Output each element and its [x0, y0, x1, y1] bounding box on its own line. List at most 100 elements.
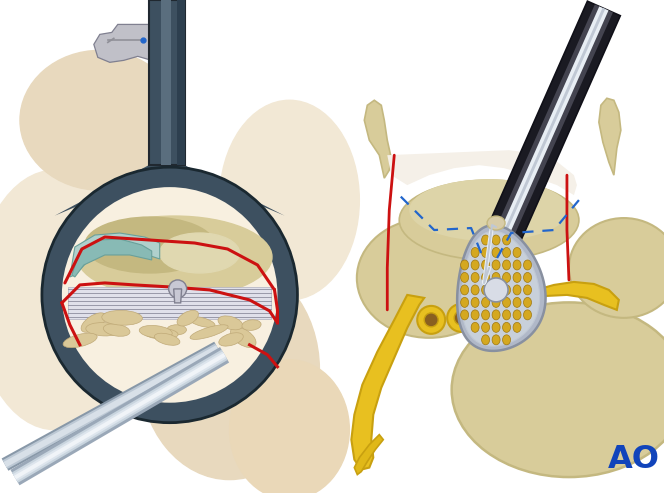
Ellipse shape [461, 310, 469, 320]
Ellipse shape [513, 247, 521, 257]
Polygon shape [354, 435, 383, 475]
Ellipse shape [481, 285, 489, 295]
Ellipse shape [513, 273, 521, 282]
Ellipse shape [219, 100, 359, 300]
Ellipse shape [492, 310, 500, 320]
Polygon shape [1, 342, 221, 471]
Circle shape [417, 306, 445, 334]
Polygon shape [68, 287, 271, 319]
Ellipse shape [513, 322, 521, 332]
Polygon shape [480, 4, 613, 272]
Circle shape [484, 278, 508, 302]
Ellipse shape [231, 327, 256, 348]
Polygon shape [3, 344, 220, 469]
Ellipse shape [218, 316, 243, 330]
Ellipse shape [481, 297, 489, 308]
Ellipse shape [461, 285, 469, 295]
Ellipse shape [471, 273, 479, 282]
Ellipse shape [503, 235, 511, 245]
Ellipse shape [481, 260, 489, 270]
Ellipse shape [177, 311, 198, 326]
Ellipse shape [63, 333, 97, 348]
Ellipse shape [399, 180, 579, 260]
Ellipse shape [409, 179, 569, 241]
Polygon shape [161, 0, 171, 165]
Ellipse shape [492, 322, 500, 332]
Ellipse shape [242, 320, 261, 330]
Ellipse shape [503, 297, 511, 308]
Ellipse shape [513, 260, 521, 270]
Ellipse shape [481, 235, 489, 245]
Polygon shape [473, 1, 620, 275]
Ellipse shape [471, 322, 479, 332]
Ellipse shape [0, 170, 135, 430]
Ellipse shape [471, 297, 479, 308]
Ellipse shape [229, 360, 349, 493]
Polygon shape [13, 352, 227, 481]
Polygon shape [72, 239, 152, 277]
Circle shape [62, 187, 277, 403]
Ellipse shape [492, 260, 500, 270]
Ellipse shape [140, 260, 319, 480]
Ellipse shape [503, 310, 511, 320]
Polygon shape [599, 98, 621, 175]
Ellipse shape [503, 335, 511, 345]
Polygon shape [12, 350, 227, 483]
Ellipse shape [503, 247, 511, 257]
Ellipse shape [81, 313, 106, 332]
Ellipse shape [481, 322, 489, 332]
Ellipse shape [102, 311, 142, 325]
Ellipse shape [523, 297, 531, 308]
Circle shape [454, 311, 468, 325]
Ellipse shape [86, 322, 122, 336]
Circle shape [42, 167, 297, 423]
Polygon shape [485, 6, 608, 270]
Ellipse shape [492, 297, 500, 308]
Ellipse shape [20, 50, 180, 190]
Ellipse shape [77, 216, 272, 298]
Ellipse shape [492, 335, 500, 345]
Ellipse shape [471, 247, 479, 257]
Polygon shape [11, 347, 229, 485]
Ellipse shape [471, 310, 479, 320]
Polygon shape [177, 0, 185, 165]
Ellipse shape [481, 310, 489, 320]
Ellipse shape [503, 285, 511, 295]
Ellipse shape [503, 322, 511, 332]
Polygon shape [487, 8, 605, 269]
Ellipse shape [523, 285, 531, 295]
Ellipse shape [513, 297, 521, 308]
Ellipse shape [569, 218, 665, 318]
Circle shape [151, 0, 181, 23]
Polygon shape [14, 353, 225, 479]
Ellipse shape [452, 302, 665, 477]
Polygon shape [387, 150, 577, 195]
Polygon shape [494, 282, 619, 312]
Ellipse shape [503, 260, 511, 270]
Polygon shape [364, 100, 391, 178]
Ellipse shape [523, 260, 531, 270]
Ellipse shape [85, 217, 215, 273]
Ellipse shape [154, 333, 180, 345]
Ellipse shape [139, 325, 172, 338]
Ellipse shape [357, 218, 501, 338]
Ellipse shape [103, 324, 130, 336]
Circle shape [424, 313, 438, 327]
Ellipse shape [461, 273, 469, 282]
Ellipse shape [167, 325, 186, 335]
Polygon shape [55, 165, 285, 216]
Polygon shape [351, 295, 424, 470]
Ellipse shape [492, 285, 500, 295]
Ellipse shape [513, 285, 521, 295]
Ellipse shape [523, 273, 531, 282]
Ellipse shape [481, 247, 489, 257]
Polygon shape [149, 0, 185, 165]
Ellipse shape [503, 273, 511, 282]
Ellipse shape [160, 233, 239, 273]
Ellipse shape [487, 216, 505, 230]
Polygon shape [70, 233, 160, 277]
Ellipse shape [189, 317, 215, 327]
Polygon shape [3, 345, 219, 467]
Polygon shape [457, 225, 545, 351]
Ellipse shape [492, 273, 500, 282]
